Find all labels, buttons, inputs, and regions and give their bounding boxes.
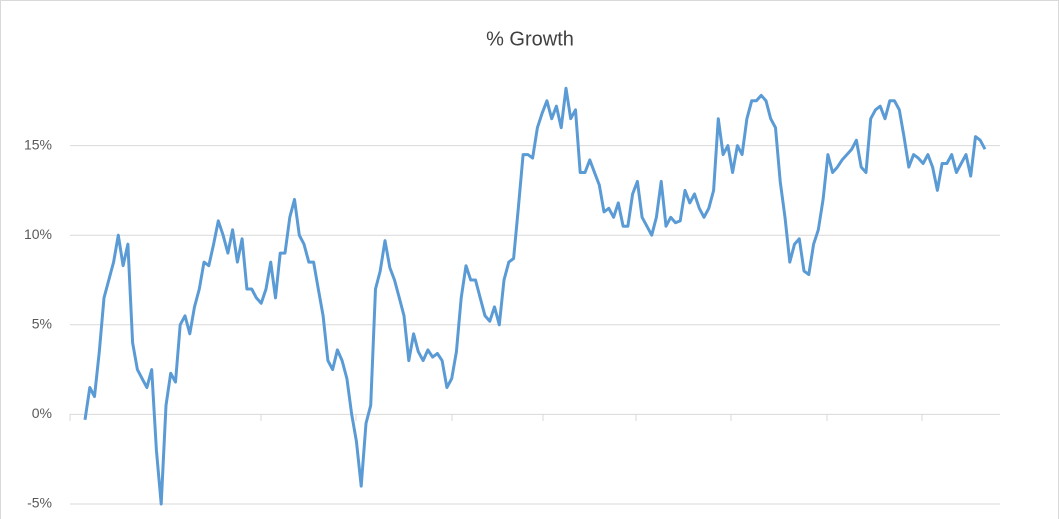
- y-tick-label: -5%: [27, 495, 52, 511]
- y-tick-label: 15%: [24, 136, 52, 152]
- chart-title: % Growth: [486, 28, 574, 50]
- y-tick-label: 5%: [32, 316, 52, 332]
- data-line: [83, 86, 987, 506]
- y-axis: -5% 0% 5% 10% 15%: [24, 136, 1000, 511]
- y-tick-label: 0%: [32, 405, 52, 421]
- y-tick-label: 10%: [24, 226, 52, 242]
